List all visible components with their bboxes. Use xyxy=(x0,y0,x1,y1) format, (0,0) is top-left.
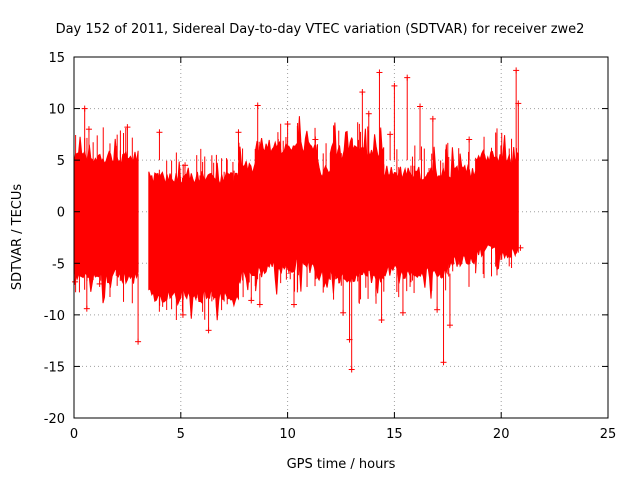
outlier-point-37 xyxy=(517,244,524,251)
x-tick-label-4: 20 xyxy=(493,427,510,442)
outlier-point-15 xyxy=(284,121,291,161)
outlier-point-34 xyxy=(466,136,473,161)
outlier-point-16 xyxy=(291,273,298,308)
outlier-point-24 xyxy=(378,273,385,324)
outlier-point-2 xyxy=(83,273,90,312)
outlier-point-4 xyxy=(96,273,103,287)
outlier-point-0 xyxy=(72,273,79,285)
outlier-point-26 xyxy=(391,82,398,161)
data-band-2 xyxy=(238,146,257,291)
x-tick-label-5: 25 xyxy=(600,427,617,442)
y-tick-label-7: -20 xyxy=(44,412,65,427)
outlier-point-12 xyxy=(248,273,255,304)
outlier-point-29 xyxy=(417,103,424,161)
outlier-point-33 xyxy=(446,273,453,329)
outlier-point-10 xyxy=(205,273,212,334)
outlier-point-7 xyxy=(156,129,163,161)
outlier-point-3 xyxy=(85,126,92,161)
outlier-point-32 xyxy=(440,273,447,366)
plot-frame xyxy=(73,56,609,419)
outlier-point-21 xyxy=(359,89,366,161)
outlier-point-36 xyxy=(515,100,522,161)
outlier-point-9 xyxy=(182,162,189,169)
y-tick-label-6: -15 xyxy=(44,360,65,375)
y-tick-label-4: -5 xyxy=(52,257,65,272)
outlier-point-35 xyxy=(513,67,520,161)
x-tick-label-3: 15 xyxy=(386,427,403,442)
outlier-point-11 xyxy=(235,129,242,161)
outlier-point-23 xyxy=(376,69,383,161)
x-tick-label-1: 5 xyxy=(177,427,185,442)
data-band-0 xyxy=(73,136,139,304)
data-band-6 xyxy=(383,144,449,299)
outlier-point-31 xyxy=(434,273,441,313)
data-band-4 xyxy=(317,158,331,288)
y-tick-label-3: 0 xyxy=(57,206,65,221)
data-band-7 xyxy=(447,147,477,268)
outlier-point-1 xyxy=(81,105,88,161)
outlier-point-22 xyxy=(365,110,372,161)
outlier-point-5 xyxy=(124,124,131,161)
outlier-point-6 xyxy=(135,273,142,345)
x-axis-label: GPS time / hours xyxy=(286,457,396,472)
outlier-point-28 xyxy=(404,74,411,161)
outlier-point-14 xyxy=(256,273,263,308)
outlier-point-25 xyxy=(387,131,394,161)
data-series-zwe2 xyxy=(72,67,524,373)
x-tick-label-0: 0 xyxy=(70,427,78,442)
outlier-point-13 xyxy=(254,102,261,161)
outlier-point-27 xyxy=(399,273,406,316)
chart-title: Day 152 of 2011, Sidereal Day-to-day VTE… xyxy=(55,22,585,37)
axis-ticks: 0 5 10 15 20 25 15 10 5 0 -5 -10 -15 -20 xyxy=(44,51,617,442)
y-tick-label-1: 10 xyxy=(48,103,65,118)
y-tick-label-5: -10 xyxy=(44,309,65,324)
outlier-point-20 xyxy=(348,273,355,373)
outlier-point-8 xyxy=(179,273,186,318)
outlier-point-17 xyxy=(312,136,319,161)
y-tick-label-2: 5 xyxy=(57,154,65,169)
y-tick-label-0: 15 xyxy=(48,51,65,66)
outlier-point-18 xyxy=(340,273,347,316)
outlier-point-30 xyxy=(429,115,436,161)
x-tick-label-2: 10 xyxy=(279,427,296,442)
